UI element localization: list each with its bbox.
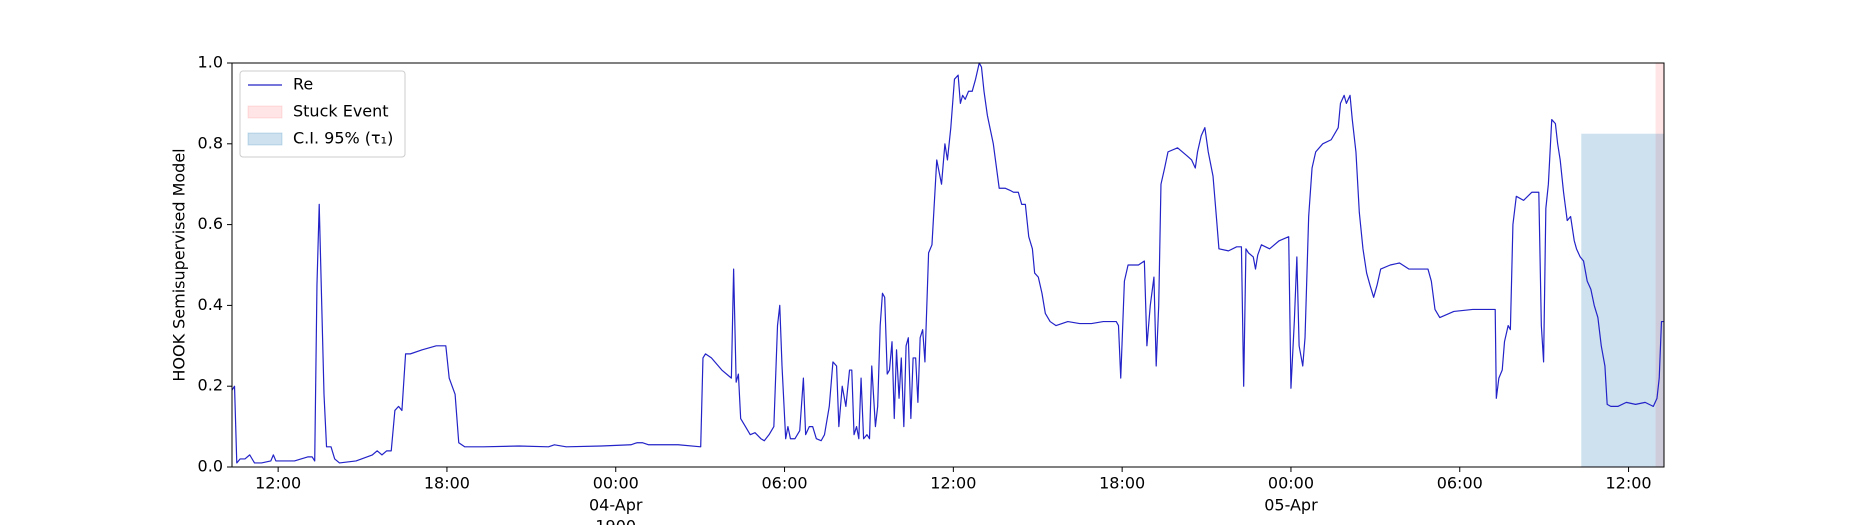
y-tick-label: 0.4 [198, 295, 223, 314]
x-tick-label: 00:00 [593, 474, 639, 493]
legend-patch [247, 105, 283, 119]
legend-box [239, 70, 406, 158]
x-tick-label: 18:00 [1099, 474, 1145, 493]
x-tick-label: 18:00 [424, 474, 470, 493]
y-tick-label: 0.8 [198, 133, 223, 152]
legend-label: Re [293, 75, 313, 94]
x-tick-label: 06:00 [1437, 474, 1483, 493]
plot-frame [231, 62, 1665, 468]
legend-label: C.I. 95% (τ₁) [293, 129, 393, 148]
x-year-label: 1900 [595, 517, 636, 525]
x-date-label: 05-Apr [1264, 496, 1318, 515]
y-tick-label: 0.6 [198, 214, 223, 233]
x-tick-label: 12:00 [255, 474, 301, 493]
y-tick-label: 0.0 [198, 457, 223, 476]
legend-patch [247, 132, 283, 146]
x-tick-label: 00:00 [1268, 474, 1314, 493]
legend-label: Stuck Event [293, 102, 389, 121]
x-date-label: 04-Apr [589, 496, 643, 515]
x-tick-label: 12:00 [1605, 474, 1651, 493]
x-tick-label: 06:00 [761, 474, 807, 493]
y-tick-label: 0.2 [198, 376, 223, 395]
y-tick-label: 1.0 [198, 53, 223, 72]
x-tick-label: 12:00 [930, 474, 976, 493]
shaded-region [1655, 63, 1664, 467]
y-axis-label: HOOK Semisupervised Model [170, 148, 189, 381]
shaded-region [1581, 133, 1664, 467]
data-line [231, 62, 1664, 464]
